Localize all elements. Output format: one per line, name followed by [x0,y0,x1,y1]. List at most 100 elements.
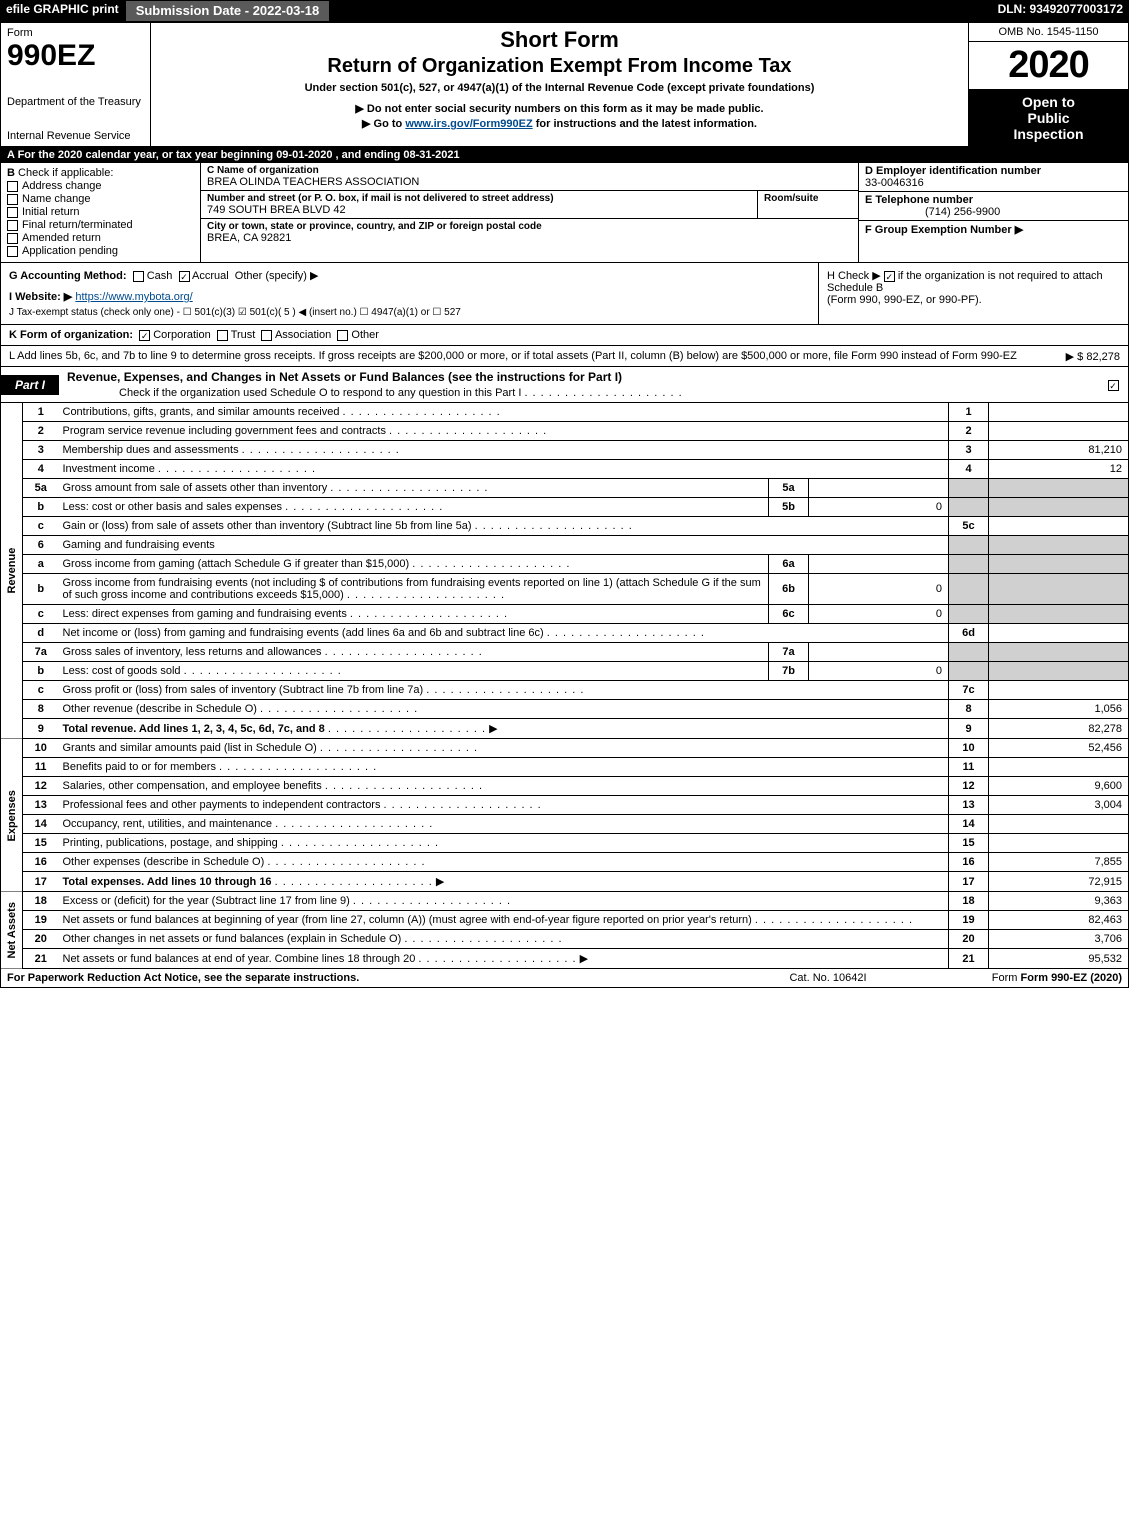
group-exemption-label: F Group Exemption Number ▶ [865,224,1023,236]
efile-label: efile GRAPHIC print [0,0,125,22]
inbox-label: 6a [769,555,809,574]
inbox-label: 6c [769,605,809,624]
line-desc: Contributions, gifts, grants, and simila… [59,403,949,422]
chk-corp[interactable]: ✓ [139,330,150,341]
line-desc: Printing, publications, postage, and shi… [59,834,949,853]
part-i-dots [524,387,682,399]
chk-application-pending[interactable] [7,246,18,257]
line-desc: Less: cost of goods sold [59,662,769,681]
outbox-val [989,758,1129,777]
open-to-public: Open to Public Inspection [969,90,1128,146]
line-desc: Net assets or fund balances at end of ye… [59,949,949,969]
line-number: 6 [23,536,59,555]
line-a-bar: A For the 2020 calendar year, or tax yea… [0,147,1129,163]
outbox-num [949,643,989,662]
line-desc: Benefits paid to or for members [59,758,949,777]
outbox-val [989,605,1129,624]
outbox-val: 82,278 [989,719,1129,739]
link-prefix: ▶ Go to [362,118,405,130]
line-desc: Professional fees and other payments to … [59,796,949,815]
table-row: cLess: direct expenses from gaming and f… [1,605,1129,624]
inbox-val: 0 [809,574,949,605]
expenses-table: Expenses10Grants and similar amounts pai… [0,739,1129,892]
outbox-num [949,605,989,624]
line-desc: Total expenses. Add lines 10 through 16 [59,872,949,892]
chk-final-return[interactable] [7,220,18,231]
header-left: Form 990EZ Department of the Treasury In… [1,23,151,146]
line-desc: Excess or (deficit) for the year (Subtra… [59,892,949,911]
outbox-val [989,517,1129,536]
chk-amended-return[interactable] [7,233,18,244]
outbox-num: 7c [949,681,989,700]
line-desc: Gross profit or (loss) from sales of inv… [59,681,949,700]
table-row: 13Professional fees and other payments t… [1,796,1129,815]
chk-trust[interactable] [217,330,228,341]
table-row: bLess: cost or other basis and sales exp… [1,498,1129,517]
outbox-val: 3,706 [989,930,1129,949]
top-bar: efile GRAPHIC print Submission Date - 20… [0,0,1129,22]
link-suffix: for instructions and the latest informat… [536,118,757,130]
table-row: 16Other expenses (describe in Schedule O… [1,853,1129,872]
opt-application-pending: Application pending [22,245,118,257]
k-prefix: K Form of organization: [9,329,133,341]
g-other-blank [322,270,325,282]
line-number: c [23,681,59,700]
footer-form-ref: Form 990-EZ (2020) [1021,972,1122,984]
form-number: 990EZ [7,39,144,73]
g-prefix: G Accounting Method: [9,270,127,282]
page-footer: For Paperwork Reduction Act Notice, see … [0,969,1129,988]
website-link[interactable]: https://www.mybota.org/ [75,291,192,303]
line-number: 2 [23,422,59,441]
table-row: 20Other changes in net assets or fund ba… [1,930,1129,949]
line-number: c [23,605,59,624]
line-number: 8 [23,700,59,719]
outbox-num: 11 [949,758,989,777]
header-right: OMB No. 1545-1150 2020 Open to Public In… [968,23,1128,146]
inbox-val: 0 [809,498,949,517]
outbox-num: 18 [949,892,989,911]
chk-part-i[interactable]: ✓ [1108,380,1119,391]
addr1-label: Number and street (or P. O. box, if mail… [207,193,751,204]
line-number: b [23,498,59,517]
line-number: 13 [23,796,59,815]
form-word: Form [7,27,144,39]
line-g: G Accounting Method: Cash ✓ Accrual Othe… [1,263,818,324]
irs-link[interactable]: www.irs.gov/Form990EZ [405,118,532,130]
outbox-num: 5c [949,517,989,536]
opt-amended-return: Amended return [22,232,101,244]
line-desc: Membership dues and assessments [59,441,949,460]
line-number: 7a [23,643,59,662]
outbox-val: 95,532 [989,949,1129,969]
chk-address-change[interactable] [7,181,18,192]
addr2: BREA, CA 92821 [207,232,852,244]
omb-number: OMB No. 1545-1150 [969,23,1128,42]
header-mid: Short Form Return of Organization Exempt… [151,23,968,146]
outbox-val [989,536,1129,555]
outbox-val [989,815,1129,834]
chk-name-change[interactable] [7,194,18,205]
line-desc: Investment income [59,460,949,479]
box-b-letter: B [7,167,15,179]
table-row: 5aGross amount from sale of assets other… [1,479,1129,498]
line-number: 9 [23,719,59,739]
outbox-val [989,624,1129,643]
outbox-num [949,574,989,605]
open-line-2: Public [971,110,1126,126]
inbox-label: 7b [769,662,809,681]
table-row: 7aGross sales of inventory, less returns… [1,643,1129,662]
table-row: 6Gaming and fundraising events [1,536,1129,555]
chk-cash[interactable] [133,271,144,282]
line-number: 16 [23,853,59,872]
box-def: D Employer identification number 33-0046… [858,163,1128,262]
chk-assoc[interactable] [261,330,272,341]
line-number: 20 [23,930,59,949]
chk-h[interactable]: ✓ [884,271,895,282]
line-number: 5a [23,479,59,498]
chk-other[interactable] [337,330,348,341]
chk-accrual[interactable]: ✓ [179,271,190,282]
line-number: 21 [23,949,59,969]
line-desc: Gain or (loss) from sale of assets other… [59,517,949,536]
part-i-tab: Part I [1,375,59,395]
chk-initial-return[interactable] [7,207,18,218]
outbox-num: 8 [949,700,989,719]
